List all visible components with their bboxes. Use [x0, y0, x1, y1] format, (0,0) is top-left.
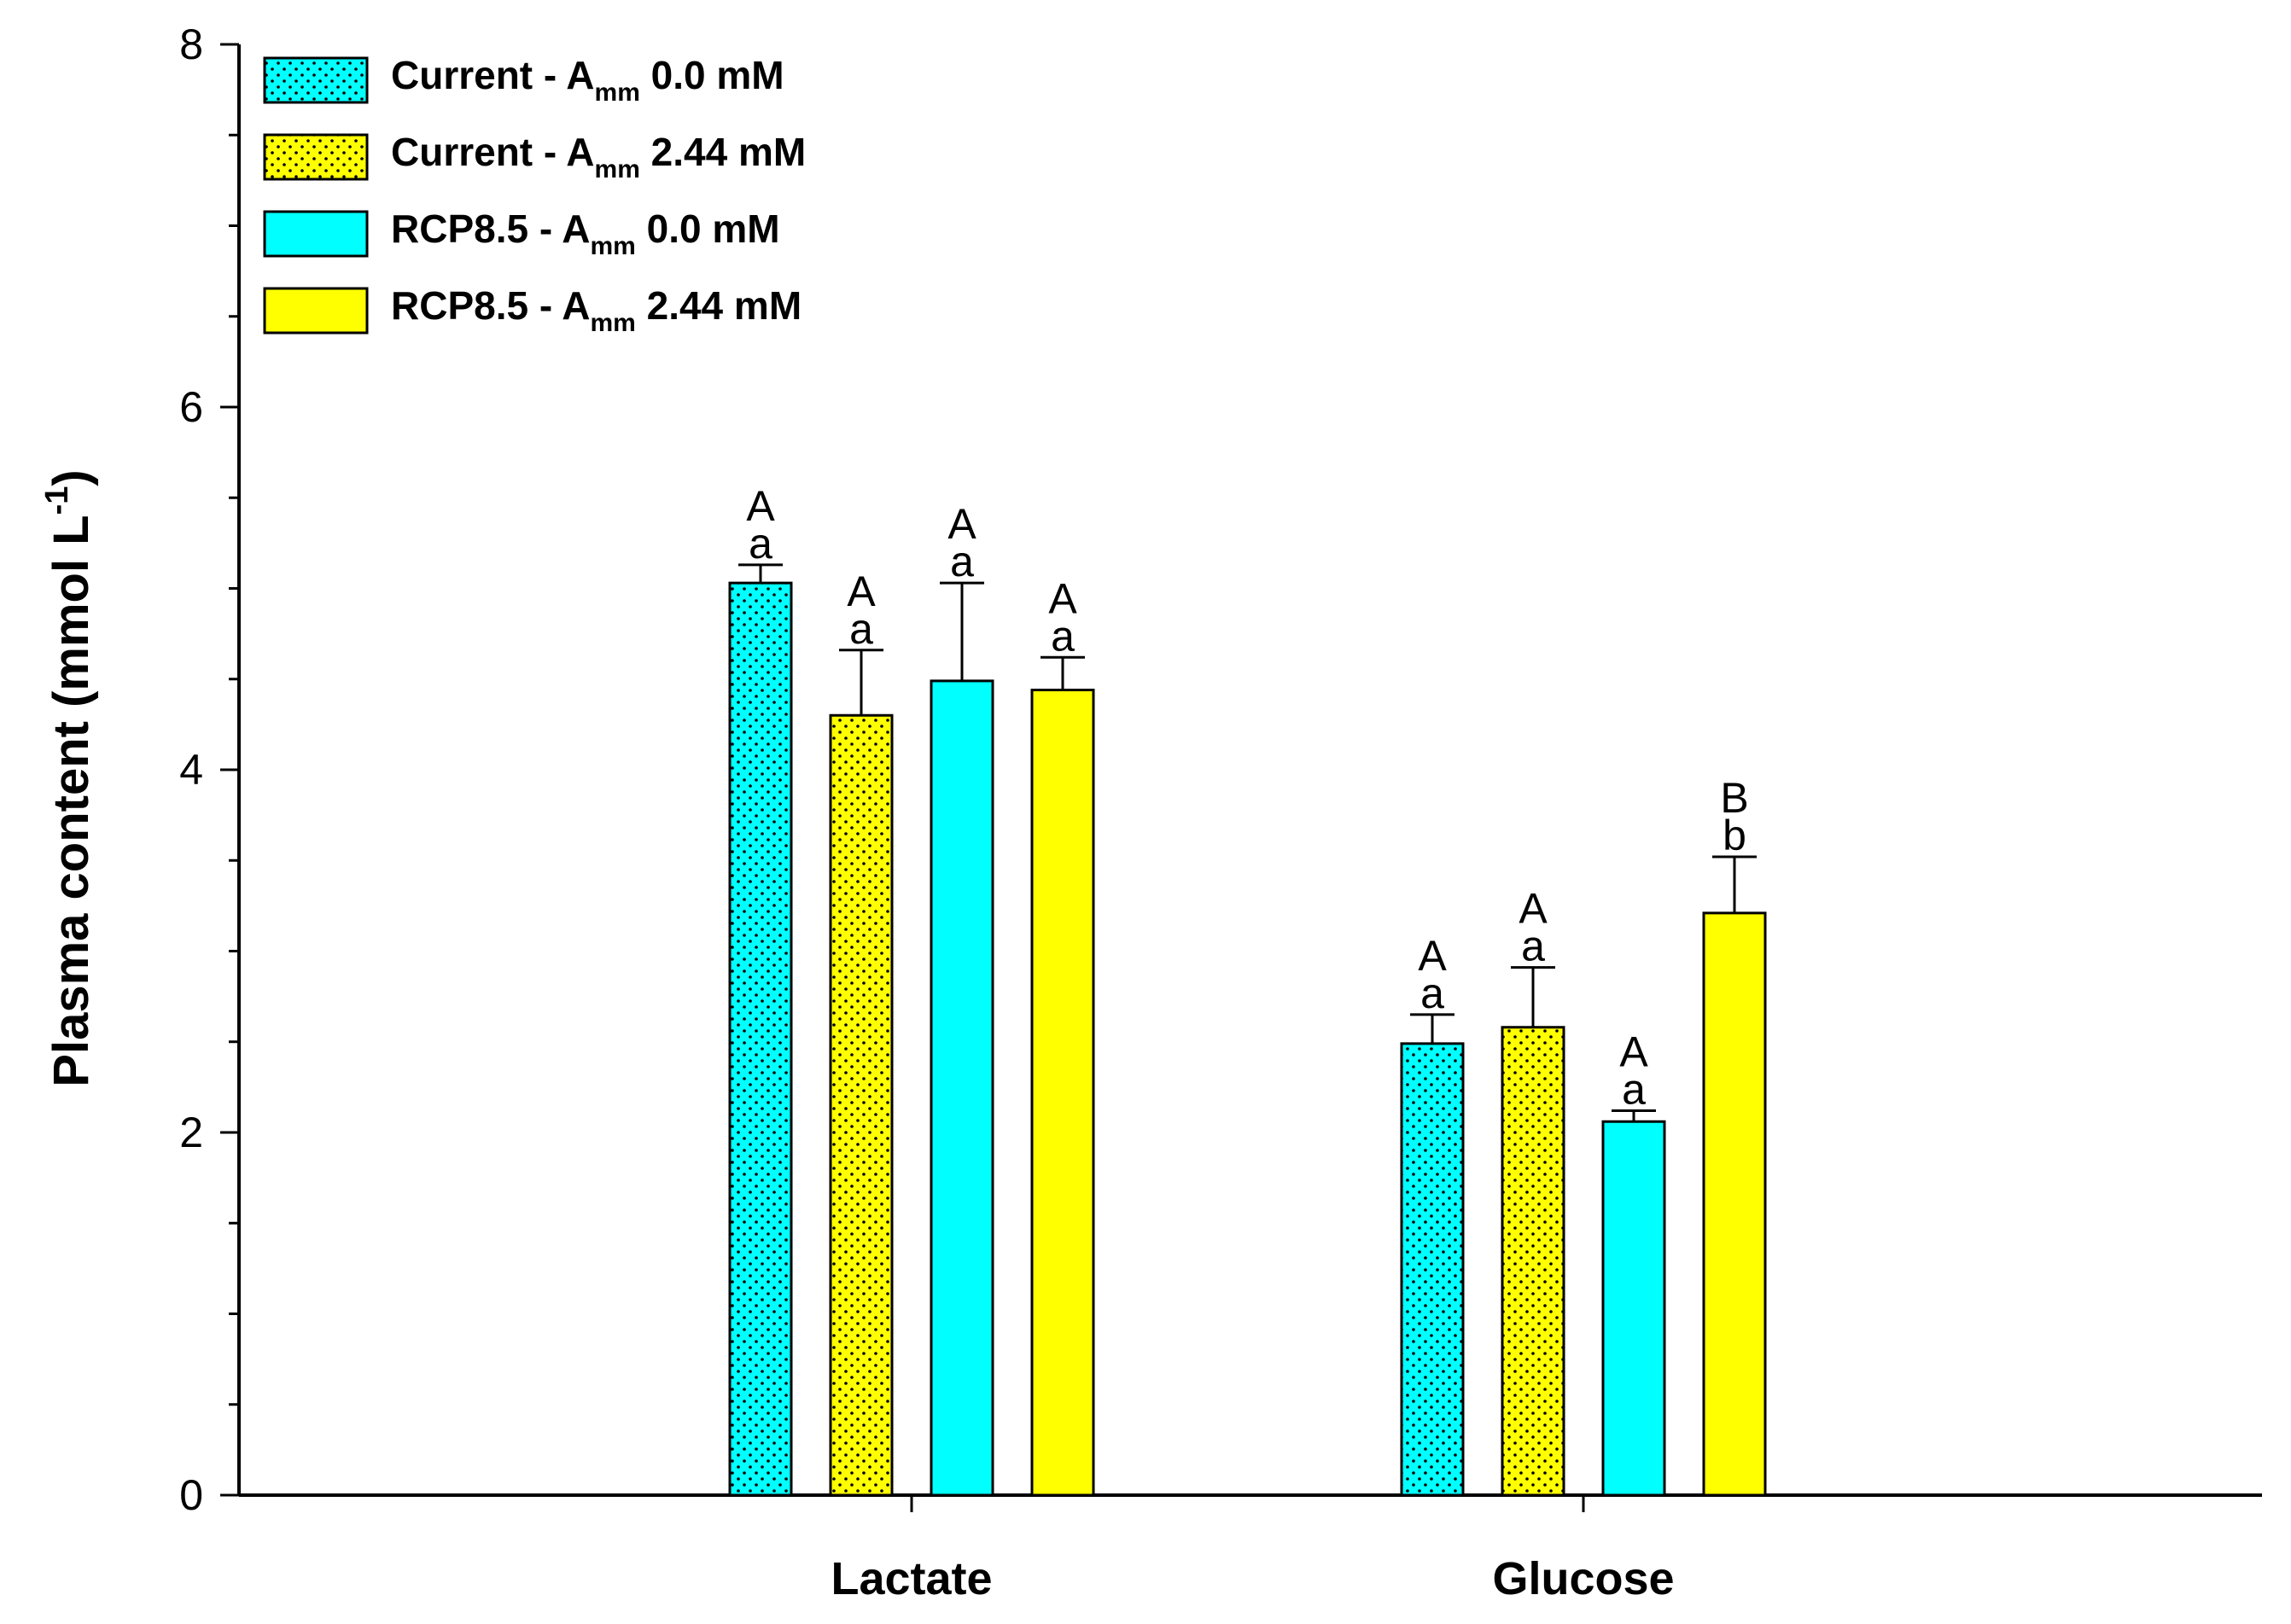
bar	[1702, 911, 1767, 1497]
x-category-label-glucose: Glucose	[1492, 1553, 1674, 1604]
bar	[1501, 1026, 1565, 1497]
significance-upper: A	[847, 568, 876, 615]
legend-label: RCP8.5 - Amm 0.0 mM	[391, 207, 780, 260]
legend-swatch	[263, 210, 369, 258]
legend-label: Current - Amm 2.44 mM	[391, 130, 806, 183]
axes: 0 2 4 6 8 Lactate Glucose	[179, 20, 2262, 1604]
significance-lower: a	[1521, 923, 1545, 970]
y-axis-label: Plasma content (mmol L-1)	[39, 469, 99, 1086]
legend-swatch	[263, 133, 369, 181]
significance-upper: A	[1619, 1028, 1648, 1076]
legend-swatch	[263, 287, 369, 335]
legend-swatch	[263, 56, 369, 104]
significance-lower: a	[950, 538, 974, 585]
significance-lower: a	[849, 605, 873, 653]
significance-upper: A	[1519, 885, 1548, 933]
significance-upper: A	[1418, 932, 1447, 980]
significance-upper: B	[1720, 774, 1748, 822]
bar	[728, 581, 793, 1497]
significance-lower: b	[1723, 812, 1746, 859]
legend-label: Current - Amm 0.0 mM	[391, 53, 784, 107]
bar	[1400, 1042, 1465, 1497]
significance-lower: a	[1051, 612, 1075, 660]
y-tick-label: 2	[179, 1109, 203, 1156]
y-tick-label: 8	[179, 20, 203, 68]
significance-lower: a	[1622, 1066, 1646, 1114]
legend: Current - Amm 0.0 mM Current - Amm 2.44 m…	[263, 53, 806, 337]
y-tick-label: 4	[179, 746, 203, 794]
significance-upper: A	[746, 482, 775, 530]
x-category-label-lactate: Lactate	[831, 1553, 992, 1604]
significance-lower: a	[1420, 969, 1444, 1017]
y-tick-label: 0	[179, 1471, 203, 1519]
bar	[1601, 1120, 1666, 1497]
bar	[1030, 689, 1095, 1497]
bar	[829, 713, 894, 1497]
legend-label: RCP8.5 - Amm 2.44 mM	[391, 283, 802, 337]
significance-upper: A	[947, 500, 976, 548]
significance-lower: a	[749, 520, 772, 568]
significance-upper: A	[1048, 574, 1077, 622]
bar	[930, 679, 994, 1497]
y-tick-label: 6	[179, 383, 203, 431]
